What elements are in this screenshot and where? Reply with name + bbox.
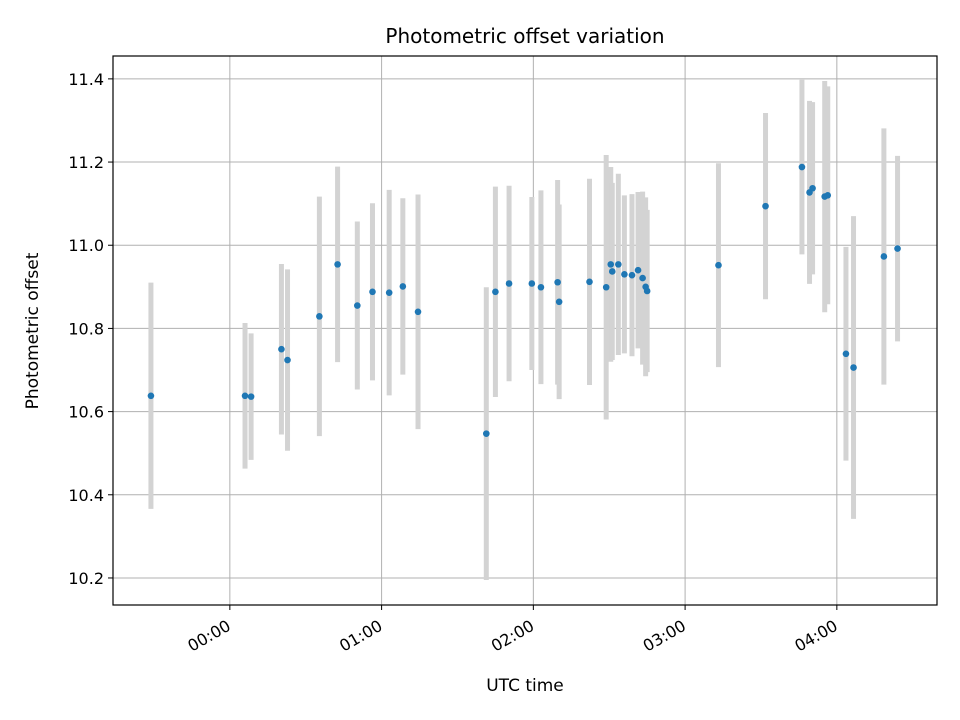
data-point <box>715 261 722 269</box>
data-point <box>537 283 545 291</box>
data-point <box>880 253 888 260</box>
data-point <box>334 261 341 268</box>
y-tick-label: 10.6 <box>68 403 104 422</box>
data-point <box>385 289 393 296</box>
y-tick-label: 10.8 <box>68 319 104 338</box>
data-point <box>414 308 422 316</box>
data-point <box>247 393 255 400</box>
data-point <box>554 278 561 286</box>
data-point <box>505 280 513 287</box>
y-axis-ticks: 10.2 10.4 10.6 10.8 11.0 11.2 11.4 <box>68 70 113 588</box>
data-point <box>894 245 901 252</box>
data-point <box>608 268 616 275</box>
data-point <box>634 266 642 274</box>
data-point <box>628 271 636 279</box>
data-point <box>639 274 646 282</box>
data-point <box>842 350 850 358</box>
data-point <box>369 288 376 296</box>
data-point <box>602 283 610 291</box>
data-point <box>621 271 628 278</box>
y-tick-label: 10.4 <box>68 486 104 505</box>
data-point <box>483 430 490 437</box>
data-point <box>278 345 285 353</box>
data-point <box>316 313 323 320</box>
chart-title: Photometric offset variation <box>385 24 664 48</box>
data-point <box>555 298 563 306</box>
data-point <box>284 356 291 364</box>
data-points <box>147 163 901 437</box>
data-point <box>241 392 249 400</box>
y-tick-label: 11.0 <box>68 236 104 255</box>
data-point <box>824 192 832 199</box>
data-point <box>607 261 615 268</box>
data-point <box>147 392 155 400</box>
data-point <box>798 163 806 171</box>
y-axis-label: Photometric offset <box>23 252 43 409</box>
data-point <box>492 288 499 296</box>
data-point <box>586 278 593 286</box>
data-point <box>850 364 857 371</box>
y-tick-label: 11.2 <box>68 153 104 172</box>
data-point <box>615 261 622 268</box>
y-tick-label: 11.4 <box>68 70 104 89</box>
data-point <box>809 184 816 192</box>
y-tick-label: 10.2 <box>68 569 104 588</box>
plot-frame <box>112 55 938 606</box>
data-point <box>399 283 407 290</box>
data-point <box>354 302 361 309</box>
data-point <box>643 287 651 295</box>
data-point <box>528 280 536 287</box>
x-axis-label: UTC time <box>486 676 564 696</box>
data-point <box>762 202 769 210</box>
